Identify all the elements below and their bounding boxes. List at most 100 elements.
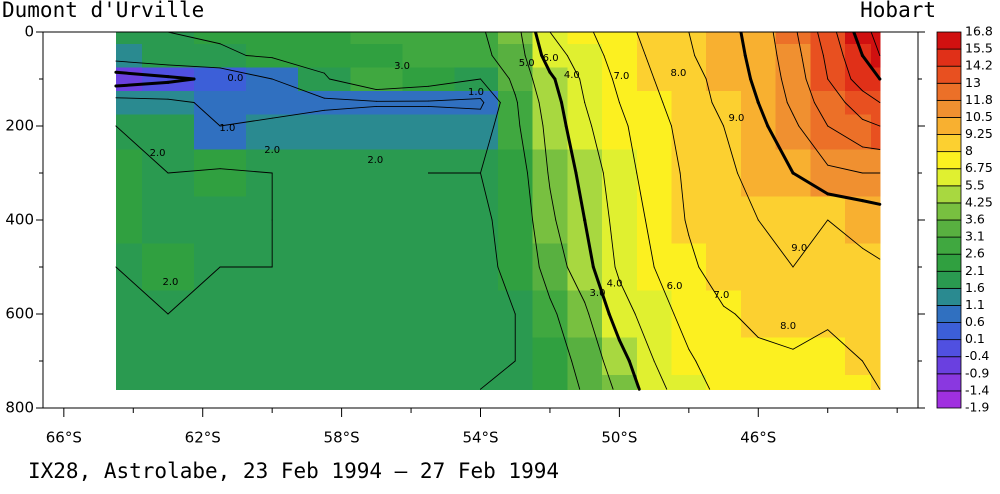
field-cell: [298, 196, 351, 245]
colorbar-bin: [936, 31, 962, 50]
x-tick-label: 50°S: [601, 429, 637, 447]
field-cell: [740, 337, 777, 376]
field-cell: [602, 290, 638, 339]
contour-line: [861, 360, 881, 390]
contour-line: [627, 125, 638, 174]
field-cell: [706, 114, 742, 151]
contour-line: [813, 102, 829, 127]
contour-line: [584, 102, 593, 127]
field-cell: [810, 337, 846, 376]
colorbar-bin: [936, 219, 962, 238]
field-cell: [497, 32, 534, 45]
contour-line: [519, 125, 528, 174]
field-cell: [567, 290, 603, 339]
field-cell: [454, 90, 499, 115]
contour-line: [817, 32, 824, 56]
colorbar-label: -0.9: [965, 365, 989, 380]
colorbar-label: -1.4: [965, 382, 989, 397]
field-cell: [567, 32, 603, 45]
field-cell: [115, 43, 143, 68]
field-cell: [740, 32, 777, 45]
contour-label: 9.0: [728, 113, 744, 124]
contour-line: [739, 32, 747, 57]
y-tick-label: 400: [5, 211, 34, 229]
field-cell: [497, 196, 534, 245]
contour-line: [749, 77, 760, 104]
colorbar-bin: [936, 236, 962, 255]
colorbar-label: 14.2: [965, 58, 993, 73]
field-cell: [350, 32, 403, 45]
contour-line: [618, 102, 629, 127]
contour-label: 1.0: [219, 123, 235, 134]
contour-line: [271, 57, 325, 74]
colorbar-bin: [936, 151, 962, 170]
contour-line: [688, 235, 700, 268]
field-cell: [602, 43, 638, 68]
field-cell: [298, 32, 351, 45]
contour-line: [167, 32, 221, 45]
contour-line: [705, 78, 713, 103]
contour-line: [115, 266, 169, 315]
contour-line: [491, 219, 499, 268]
contour-line: [801, 55, 807, 80]
contour-line: [644, 55, 655, 80]
field-cell: [871, 43, 881, 68]
field-cell: [871, 90, 881, 115]
contour-line: [579, 78, 586, 103]
field-cell: [845, 67, 872, 92]
contour-line: [827, 125, 863, 148]
field-cell: [454, 375, 499, 390]
contour-line: [480, 78, 501, 103]
field-cell: [194, 32, 247, 45]
field-cell: [845, 90, 872, 115]
colorbar-label: -0.4: [965, 348, 989, 363]
colorbar-label: 4.25: [965, 194, 993, 209]
colorbar-bin: [936, 390, 962, 409]
field-cell: [671, 67, 707, 92]
colorbar-bin: [936, 270, 962, 289]
field-cell: [810, 290, 846, 339]
field-cell: [115, 290, 143, 339]
contour-line: [861, 90, 881, 103]
field-cell: [775, 32, 811, 45]
y-tick-label: 200: [5, 117, 34, 135]
contour-label: 6.0: [667, 281, 683, 292]
field-cell: [602, 243, 638, 292]
contour-line: [427, 78, 481, 87]
field-cell: [298, 337, 351, 376]
contour-line: [592, 32, 605, 56]
contour-line: [549, 32, 568, 56]
contour-line: [861, 146, 881, 150]
field-cell: [532, 196, 568, 245]
contour-line: [480, 360, 516, 390]
contour-line: [524, 55, 534, 80]
field-cell: [810, 114, 846, 151]
colorbar-label: 5.5: [965, 177, 985, 192]
contour-line: [603, 55, 613, 80]
contour-line: [591, 125, 604, 174]
contour-line: [547, 172, 551, 190]
field-cell: [298, 43, 351, 68]
field-cell: [194, 290, 247, 339]
colorbar-label: 1.6: [965, 280, 985, 295]
colorbar-bin: [936, 287, 962, 306]
field-cell: [115, 375, 143, 390]
contour-line: [538, 266, 551, 299]
field-cell: [141, 114, 195, 151]
contour-line: [485, 32, 493, 56]
contour-line: [796, 32, 803, 56]
contour-line: [723, 125, 738, 174]
field-cell: [298, 375, 351, 390]
contour-line: [634, 313, 655, 362]
contour-line: [636, 32, 646, 56]
field-cell: [706, 337, 742, 376]
field-cell: [775, 43, 811, 68]
x-tick-label: 46°S: [740, 429, 776, 447]
contour-line: [861, 118, 881, 127]
colorbar-label: 2.1: [965, 263, 985, 278]
field-cell: [636, 32, 673, 45]
contour-line: [491, 55, 510, 80]
colorbar-bin: [936, 168, 962, 187]
field-cell: [115, 114, 143, 151]
